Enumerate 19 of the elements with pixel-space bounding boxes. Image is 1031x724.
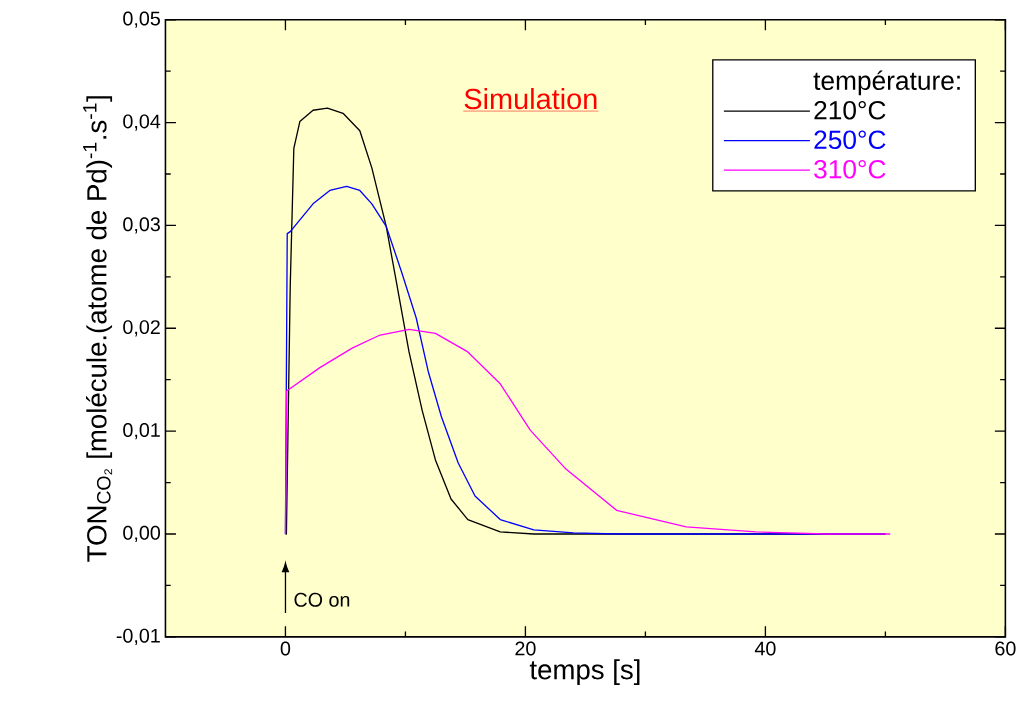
- y-tick-label: 0,00: [123, 526, 161, 543]
- y-axis-title: TON$_{CO₂}$ [molécule.(atome de Pd)$^{-1}$.s$^{-1}$]: [83, 96, 113, 562]
- x-tick-label: 20: [515, 641, 536, 656]
- x-tick-label: 0: [280, 641, 291, 656]
- x-tick-label: 60: [995, 641, 1016, 656]
- annotation: CO on: [294, 593, 350, 607]
- y-tick-label: 0,01: [123, 423, 160, 440]
- y-tick-label: -0,01: [116, 628, 160, 646]
- text: Simulation: [464, 88, 597, 110]
- x-tick-label: 40: [754, 641, 776, 656]
- legend-label: 250°C: [814, 130, 886, 150]
- legend-label: 310°C: [814, 160, 886, 179]
- y-tick-label: 0,03: [123, 217, 160, 234]
- x-axis-title: temps [s]: [529, 659, 640, 686]
- legend-label: 210°C: [814, 101, 886, 120]
- legend-title: température:: [813, 70, 960, 96]
- y-tick-label: 0,04: [123, 114, 161, 131]
- y-tick-label: 0,05: [123, 11, 160, 29]
- y-tick-label: 0,02: [123, 320, 160, 337]
